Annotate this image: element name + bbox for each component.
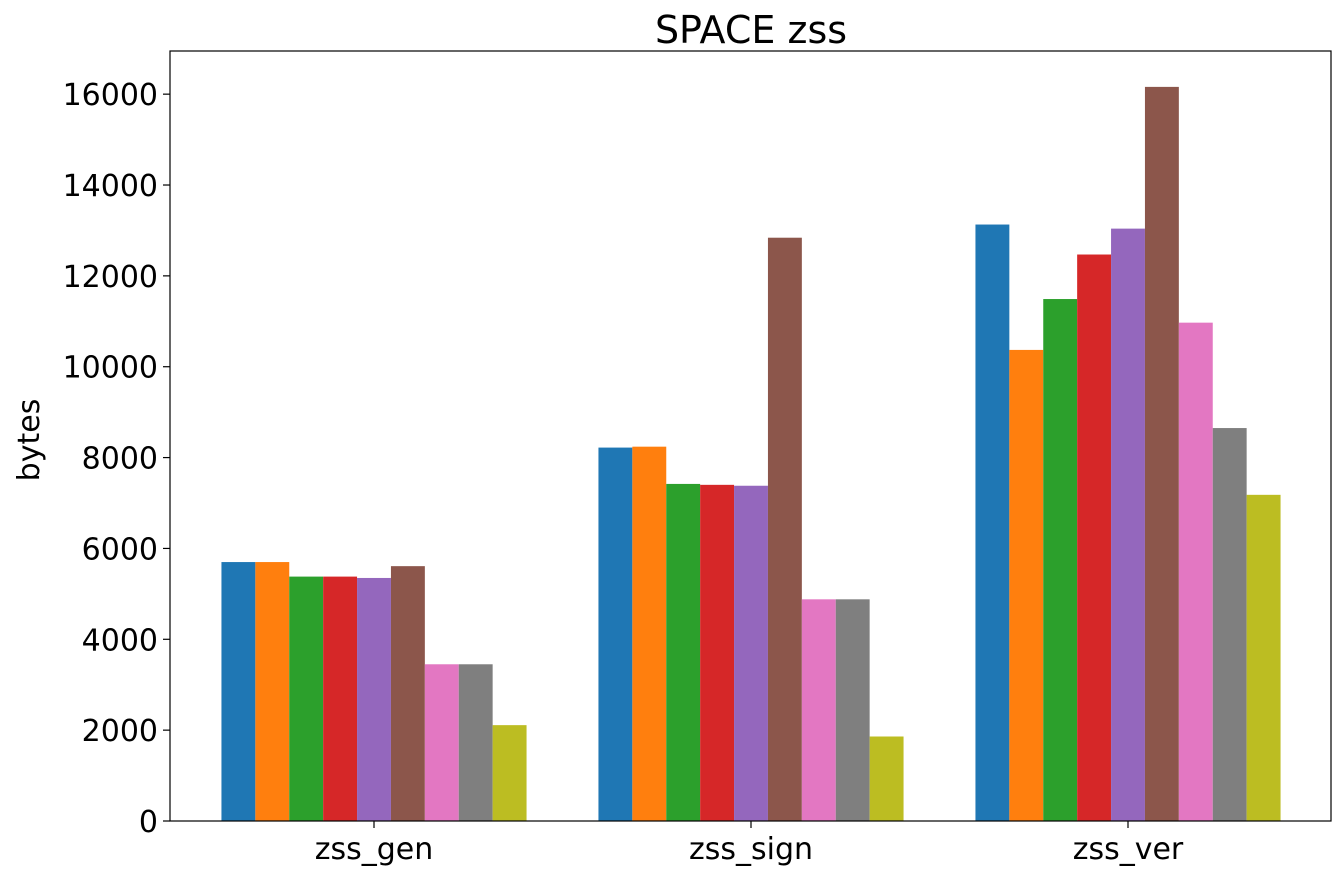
y-tick-label: 2000 <box>82 714 158 749</box>
y-axis-label: bytes <box>12 399 47 482</box>
y-tick-label: 12000 <box>63 260 158 295</box>
bar-series-2-zss_gen <box>255 562 290 821</box>
bar-series-1-zss_gen <box>221 562 256 821</box>
bar-series-5-zss_sign <box>734 485 768 821</box>
bar-series-3-zss_ver <box>1043 299 1078 821</box>
bar-series-6-zss_sign <box>767 237 802 822</box>
chart-title: SPACE zss <box>655 8 847 52</box>
y-tick-label: 8000 <box>82 442 158 477</box>
bar-series-2-zss_ver <box>1009 349 1044 821</box>
bar-series-5-zss_ver <box>1111 228 1145 821</box>
bar-series-8-zss_sign <box>835 599 870 821</box>
bar-series-9-zss_sign <box>869 736 904 821</box>
y-ticks-group: 0 2000 4000 6000 8000 10000 12000 14000 16000 <box>63 78 170 840</box>
bar-series-7-zss_gen <box>424 664 459 821</box>
bar-series-3-zss_gen <box>289 576 324 821</box>
y-tick-label: 4000 <box>82 623 158 658</box>
bar-series-7-zss_ver <box>1178 322 1213 821</box>
x-tick-label-zss_gen: zss_gen <box>315 832 434 867</box>
bar-series-2-zss_sign <box>632 446 667 821</box>
bar-series-8-zss_ver <box>1212 428 1247 821</box>
bar-series-5-zss_gen <box>357 577 391 821</box>
bar-series-9-zss_gen <box>492 725 527 821</box>
bar-series-4-zss_gen <box>323 576 358 821</box>
bar-series-4-zss_sign <box>700 484 735 821</box>
bar-series-6-zss_gen <box>390 566 425 821</box>
bar-series-6-zss_ver <box>1144 86 1179 821</box>
bar-series-1-zss_ver <box>975 224 1010 821</box>
bar-series-1-zss_sign <box>598 447 633 821</box>
y-tick-label: 14000 <box>63 169 158 204</box>
bars-group <box>221 86 1281 822</box>
x-tick-label-zss_sign: zss_sign <box>689 832 813 867</box>
y-tick-label: 10000 <box>63 351 158 386</box>
bar-series-4-zss_ver <box>1077 254 1112 821</box>
bar-series-8-zss_gen <box>458 664 493 821</box>
bar-series-3-zss_sign <box>666 483 701 821</box>
x-tick-label-zss_ver: zss_ver <box>1073 832 1184 867</box>
y-tick-label: 16000 <box>63 78 158 113</box>
y-tick-label: 0 <box>139 805 158 840</box>
plot-frame <box>169 50 1332 822</box>
y-tick-label: 6000 <box>82 532 158 567</box>
bar-series-7-zss_sign <box>801 599 836 821</box>
x-ticks-group: zss_gen zss_sign zss_ver <box>315 821 1184 867</box>
bar-series-9-zss_ver <box>1246 494 1281 821</box>
